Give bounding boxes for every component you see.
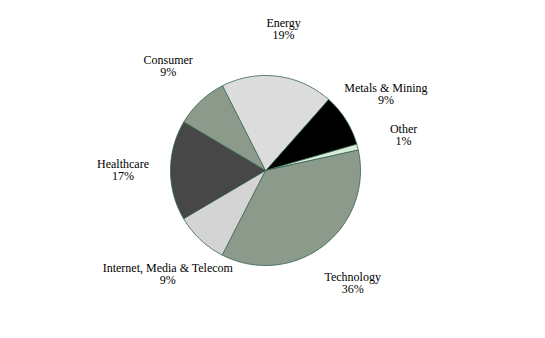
- svg-text:Technology36%: Technology36%: [324, 270, 380, 296]
- svg-text:Healthcare17%: Healthcare17%: [97, 157, 149, 183]
- svg-text:Internet, Media & Telecom9%: Internet, Media & Telecom9%: [103, 261, 234, 287]
- svg-text:Energy19%: Energy19%: [266, 16, 300, 42]
- svg-text:Metals & Mining9%: Metals & Mining9%: [344, 81, 427, 107]
- svg-text:Other1%: Other1%: [390, 122, 417, 148]
- svg-text:Consumer9%: Consumer9%: [143, 53, 192, 79]
